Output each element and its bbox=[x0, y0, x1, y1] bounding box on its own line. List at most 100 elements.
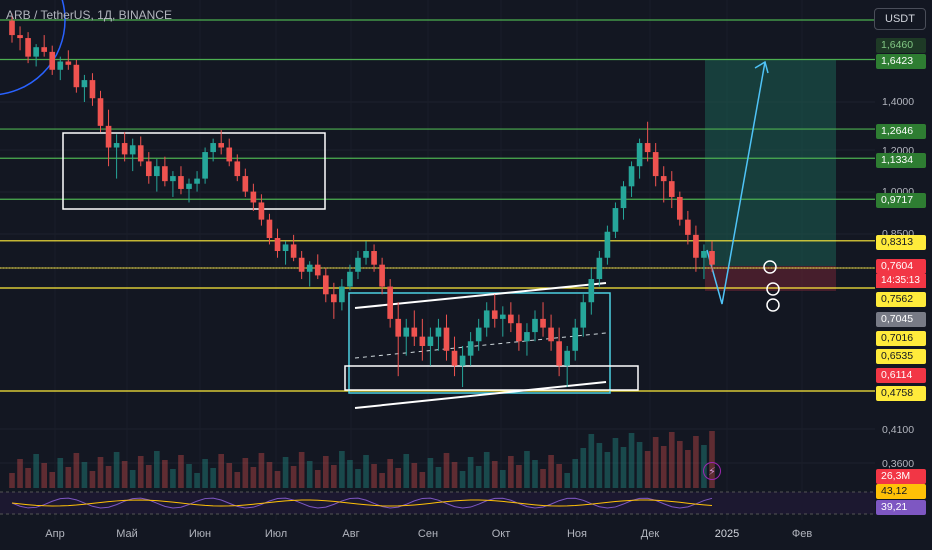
candle-body bbox=[677, 196, 683, 220]
volume-bar bbox=[105, 466, 112, 488]
volume-bar bbox=[178, 455, 184, 488]
level-tag-1-1334: 1,1334 bbox=[876, 153, 926, 168]
level-tag-0-7562: 0,7562 bbox=[876, 292, 926, 307]
chart-drawings bbox=[0, 0, 780, 409]
volume-bar bbox=[508, 456, 514, 488]
volume-bar bbox=[266, 462, 273, 488]
candle-body bbox=[282, 244, 289, 252]
volume-bar bbox=[459, 471, 466, 488]
level-tag-0-8313: 0,8313 bbox=[876, 235, 926, 250]
volume-bar bbox=[154, 451, 160, 488]
volume-bar bbox=[548, 455, 554, 488]
volume-bar bbox=[596, 443, 603, 488]
candle-body bbox=[355, 257, 361, 272]
candle-body bbox=[387, 286, 393, 319]
candle-body bbox=[693, 234, 699, 258]
volume-bar bbox=[419, 472, 426, 488]
candle-body bbox=[628, 166, 635, 187]
candle-body bbox=[467, 341, 474, 356]
volume-bar bbox=[226, 463, 233, 488]
volume-bar bbox=[709, 431, 715, 488]
time-label-jul: Июл bbox=[264, 528, 288, 540]
volume-bar bbox=[9, 473, 15, 488]
volume-bar bbox=[540, 469, 546, 488]
volume-bar bbox=[491, 461, 498, 488]
level-tag-1-6460: 1,6460 bbox=[876, 38, 926, 53]
volume-bar bbox=[660, 446, 667, 488]
volume-bar bbox=[604, 452, 611, 488]
candle-body bbox=[516, 323, 522, 342]
volume-bar bbox=[556, 464, 562, 488]
candle-body bbox=[226, 147, 233, 162]
volume-bar bbox=[331, 465, 337, 488]
candle-body bbox=[644, 143, 651, 153]
candle-body bbox=[588, 279, 595, 303]
volume-bar bbox=[435, 467, 442, 488]
volume-tag: 26,3M bbox=[876, 469, 926, 484]
currency-button[interactable]: USDT bbox=[874, 8, 926, 30]
volume-bar bbox=[41, 463, 47, 488]
time-label-may: Май bbox=[116, 528, 138, 540]
candle-body bbox=[612, 208, 619, 232]
channel-mid-line bbox=[354, 332, 607, 359]
time-label-jun: Июн bbox=[188, 528, 212, 540]
volume-bar bbox=[685, 450, 691, 488]
time-label-apr: Апр bbox=[45, 528, 65, 540]
volume-bar bbox=[218, 454, 225, 488]
volume-bar bbox=[339, 451, 345, 488]
marker-circle bbox=[766, 282, 780, 296]
candle-body bbox=[105, 125, 112, 148]
volume-bar bbox=[451, 462, 458, 488]
current-price-tag: 0,7604 bbox=[876, 259, 926, 274]
channel-box bbox=[348, 292, 611, 394]
volume-bar bbox=[306, 461, 313, 488]
candle-body bbox=[9, 20, 15, 36]
volume-bar bbox=[524, 451, 530, 488]
lightning-icon[interactable]: ⚡ bbox=[703, 462, 721, 480]
volume-bar bbox=[620, 447, 627, 488]
volume-bar bbox=[612, 438, 619, 488]
symbol-title[interactable]: ARB / TetherUS, 1Д, BINANCE bbox=[6, 8, 172, 22]
volume-bar bbox=[387, 459, 393, 488]
volume-bar bbox=[564, 473, 570, 488]
candle-body bbox=[178, 176, 184, 189]
candle-body bbox=[145, 161, 152, 177]
candle-body bbox=[41, 47, 47, 52]
candle-body bbox=[564, 350, 570, 366]
support-box bbox=[344, 365, 639, 391]
volume-bar bbox=[258, 453, 265, 488]
rsi-ma-tag: 43,12 bbox=[876, 484, 926, 499]
arc-drawing bbox=[0, 0, 66, 96]
candle-body bbox=[556, 341, 562, 366]
time-label-feb: Фев bbox=[791, 528, 813, 540]
position-zones bbox=[705, 59, 836, 292]
volume-bar bbox=[25, 468, 31, 488]
candle-body bbox=[322, 275, 329, 295]
volume-bar bbox=[129, 470, 136, 488]
volume-bar bbox=[580, 448, 587, 488]
volume-bar bbox=[210, 468, 216, 488]
time-label-aug: Авг bbox=[342, 528, 360, 540]
candle-body bbox=[427, 336, 434, 346]
candle-body bbox=[258, 202, 265, 220]
volume-bar bbox=[250, 467, 257, 488]
candle-body bbox=[89, 80, 96, 99]
candle-body bbox=[540, 318, 546, 328]
volume-bar bbox=[652, 437, 659, 488]
axis-label-0-3600: 0,3600 bbox=[882, 458, 915, 470]
candle-body bbox=[154, 166, 160, 177]
candle-body bbox=[685, 219, 691, 235]
candle-body bbox=[403, 327, 410, 337]
volume-bar bbox=[355, 469, 361, 488]
candle-body bbox=[339, 286, 345, 303]
candle-body bbox=[218, 143, 225, 148]
volume-bar bbox=[97, 457, 104, 488]
time-label-nov: Ноя bbox=[566, 528, 588, 540]
candle-body bbox=[491, 310, 498, 319]
range-box bbox=[62, 132, 326, 210]
volume-bar bbox=[443, 453, 450, 488]
candle-body bbox=[331, 294, 337, 303]
target-zone bbox=[705, 59, 836, 267]
level-tag-1-2646: 1,2646 bbox=[876, 124, 926, 139]
